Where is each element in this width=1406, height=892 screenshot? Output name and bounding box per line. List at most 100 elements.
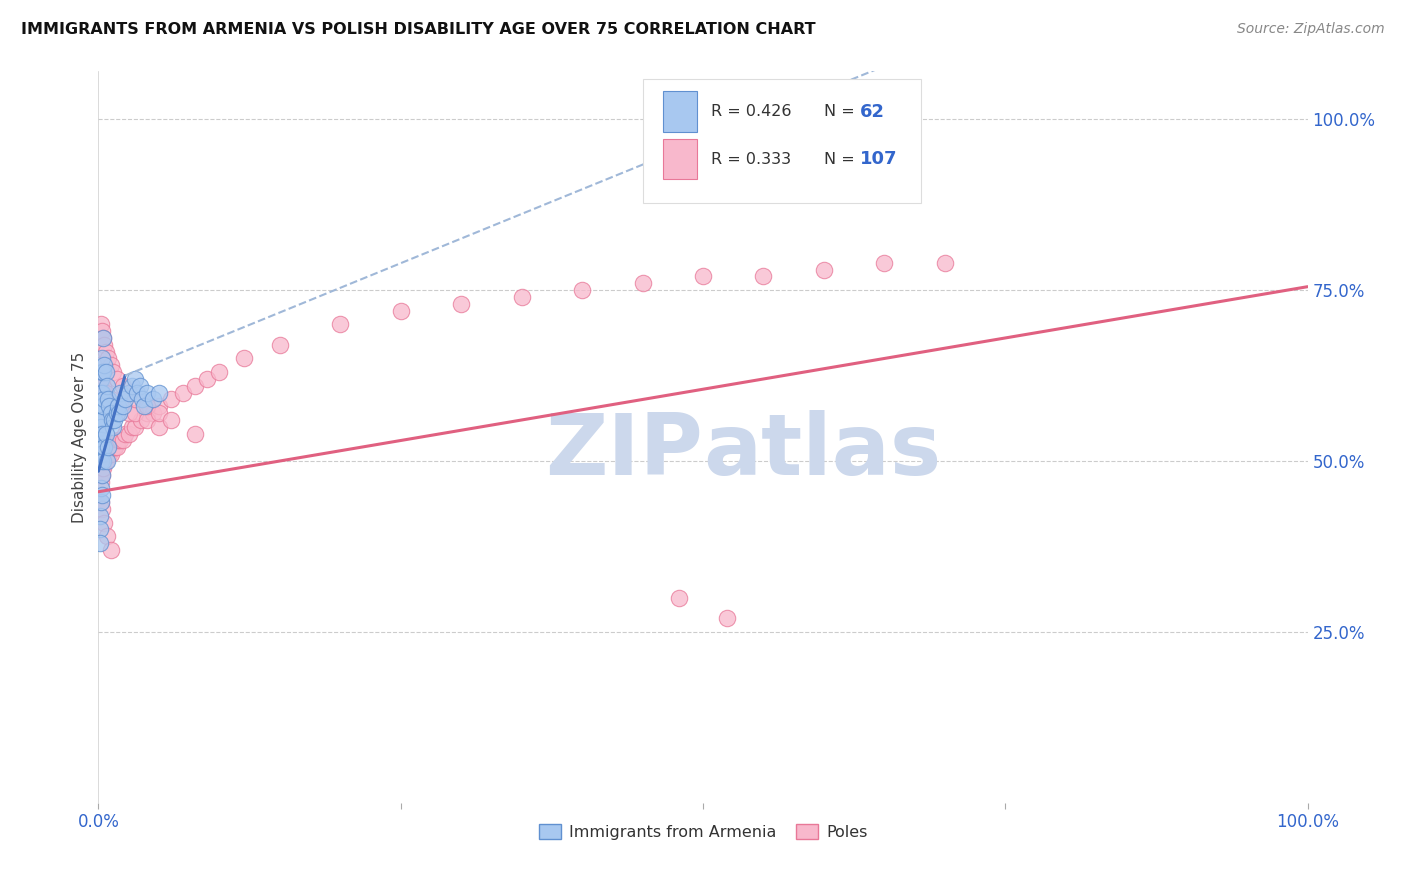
Point [148, 385, 170, 400]
Point [692, 269, 714, 284]
Text: 62: 62 [860, 103, 886, 120]
Point [90, 460, 112, 475]
Point [100, 406, 122, 420]
Point [111, 400, 134, 414]
Point [96, 454, 118, 468]
Point [813, 262, 835, 277]
Point [90, 460, 112, 475]
Point [134, 400, 156, 414]
Point [91, 447, 114, 461]
Point [93, 385, 115, 400]
Point [91, 365, 114, 379]
Point [510, 290, 533, 304]
Point [90, 420, 112, 434]
Point [97, 392, 120, 407]
Point [668, 591, 690, 605]
Point [91, 440, 114, 454]
Point [91, 447, 114, 461]
Point [101, 365, 124, 379]
Point [100, 447, 122, 461]
Point [90, 475, 112, 489]
Point [91, 379, 114, 393]
Point [94, 344, 117, 359]
Point [90, 454, 112, 468]
Point [91, 400, 114, 414]
Point [104, 440, 127, 454]
Point [90, 385, 112, 400]
Point [89, 454, 111, 468]
Legend: Immigrants from Armenia, Poles: Immigrants from Armenia, Poles [533, 817, 873, 846]
Point [96, 379, 118, 393]
Text: ZIP: ZIP [546, 410, 703, 493]
Point [91, 365, 114, 379]
Point [90, 372, 112, 386]
Point [100, 413, 122, 427]
Point [90, 447, 112, 461]
Point [752, 269, 775, 284]
Point [114, 392, 136, 407]
Point [89, 400, 111, 414]
Point [98, 440, 121, 454]
Point [101, 440, 124, 454]
Point [100, 392, 122, 407]
Point [91, 454, 114, 468]
Point [631, 277, 654, 291]
Point [90, 434, 112, 448]
Point [91, 488, 114, 502]
Point [89, 413, 111, 427]
Text: R = 0.426: R = 0.426 [711, 104, 792, 120]
Point [108, 385, 131, 400]
Point [124, 372, 146, 386]
Point [90, 495, 112, 509]
Point [96, 440, 118, 454]
Point [91, 460, 114, 475]
Point [101, 420, 124, 434]
Point [93, 392, 115, 407]
Point [111, 379, 134, 393]
Point [114, 426, 136, 441]
Point [100, 359, 122, 373]
Point [89, 420, 111, 434]
Point [118, 426, 141, 441]
Point [97, 440, 120, 454]
Point [135, 400, 157, 414]
Point [129, 413, 152, 427]
Point [100, 440, 122, 454]
Point [94, 385, 117, 400]
Text: 107: 107 [860, 150, 897, 168]
Y-axis label: Disability Age Over 75: Disability Age Over 75 [72, 351, 87, 523]
Text: IMMIGRANTS FROM ARMENIA VS POLISH DISABILITY AGE OVER 75 CORRELATION CHART: IMMIGRANTS FROM ARMENIA VS POLISH DISABI… [21, 22, 815, 37]
Point [89, 508, 111, 523]
Point [91, 372, 114, 386]
Point [94, 426, 117, 441]
Point [91, 331, 114, 345]
Point [96, 529, 118, 543]
Point [91, 467, 114, 482]
Point [91, 385, 114, 400]
Point [90, 454, 112, 468]
Text: R = 0.333: R = 0.333 [711, 152, 792, 167]
Point [93, 516, 115, 530]
Point [121, 379, 143, 393]
Point [96, 392, 118, 407]
Point [90, 400, 112, 414]
Point [100, 440, 122, 454]
Point [91, 324, 114, 338]
Point [89, 460, 111, 475]
Point [91, 426, 114, 441]
Point [105, 400, 128, 414]
Point [93, 447, 115, 461]
Point [142, 406, 165, 420]
Point [90, 467, 112, 482]
Point [124, 420, 146, 434]
Point [89, 454, 111, 468]
Point [90, 447, 112, 461]
Point [93, 359, 115, 373]
Point [118, 406, 141, 420]
Point [90, 426, 112, 441]
Point [118, 385, 141, 400]
Point [135, 385, 157, 400]
Point [148, 406, 170, 420]
Point [148, 420, 170, 434]
Point [128, 379, 150, 393]
